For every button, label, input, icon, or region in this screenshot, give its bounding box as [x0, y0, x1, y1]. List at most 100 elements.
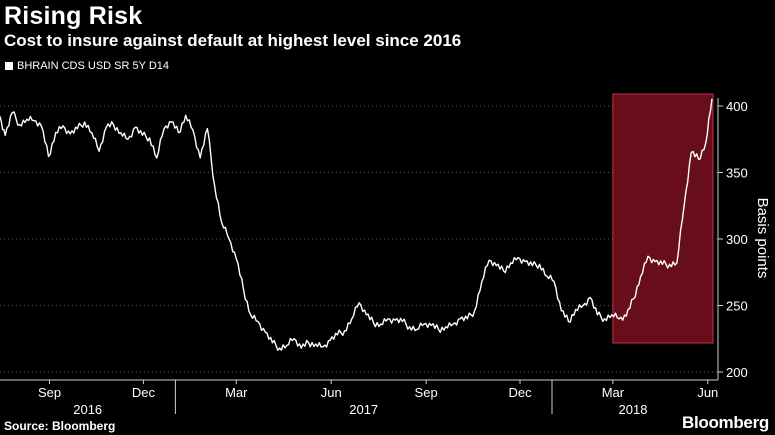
- x-tick-label: Dec: [508, 385, 532, 400]
- data-point: [62, 125, 64, 127]
- data-point: [344, 330, 346, 332]
- data-point: [156, 157, 158, 159]
- data-point: [632, 298, 635, 300]
- data-point: [329, 339, 331, 341]
- data-point: [546, 275, 548, 277]
- data-point: [466, 318, 468, 320]
- data-point: [221, 222, 223, 224]
- x-tick-label: Sep: [415, 385, 438, 400]
- data-point: [0, 116, 1, 118]
- data-point: [91, 132, 93, 134]
- data-point: [387, 318, 389, 320]
- data-point: [293, 338, 295, 340]
- data-point: [567, 320, 570, 323]
- data-point: [141, 134, 143, 136]
- legend: BHRAIN CDS USD SR 5Y D14: [5, 60, 169, 72]
- data-point: [618, 318, 620, 320]
- x-tick-label: Mar: [225, 385, 248, 400]
- legend-swatch: [5, 62, 13, 70]
- data-point: [4, 134, 6, 136]
- data-point: [611, 314, 613, 316]
- data-point: [437, 328, 440, 330]
- data-point: [105, 126, 107, 128]
- y-axis-label: Basis points: [754, 198, 771, 279]
- data-point: [445, 326, 447, 328]
- data-point: [286, 344, 288, 346]
- data-point: [690, 151, 692, 154]
- data-point: [625, 315, 627, 317]
- data-point: [409, 326, 411, 328]
- data-point: [228, 238, 230, 240]
- data-point: [697, 158, 700, 160]
- data-point: [430, 324, 432, 326]
- data-point: [711, 98, 713, 100]
- x-tick-label: Dec: [132, 385, 156, 400]
- data-point: [553, 281, 555, 283]
- y-tick-label: 200: [726, 365, 748, 380]
- data-point: [250, 314, 252, 316]
- data-point: [257, 320, 259, 323]
- data-point: [539, 263, 541, 265]
- x-tick-label: Jun: [697, 385, 718, 400]
- x-year-label: 2016: [73, 402, 102, 417]
- data-point: [372, 322, 375, 324]
- data-point: [481, 281, 483, 283]
- data-point: [365, 314, 367, 316]
- highlight-region: [612, 93, 714, 344]
- data-point: [640, 275, 642, 277]
- data-point: [474, 310, 476, 312]
- data-point: [214, 185, 216, 187]
- data-point: [669, 263, 671, 265]
- legend-label: BHRAIN CDS USD SR 5Y D14: [17, 60, 170, 72]
- data-point: [531, 265, 534, 267]
- data-point: [163, 128, 165, 130]
- bloomberg-logo: Bloomberg: [681, 413, 769, 432]
- data-point: [47, 155, 50, 158]
- chart-title: Rising Risk: [4, 2, 143, 30]
- data-point: [120, 132, 122, 134]
- data-point: [112, 124, 115, 126]
- data-point: [33, 120, 35, 122]
- data-point: [676, 262, 678, 264]
- data-point: [177, 132, 180, 134]
- data-point: [76, 128, 78, 130]
- data-point: [98, 150, 100, 152]
- data-point: [19, 124, 21, 126]
- y-tick-label: 250: [726, 299, 748, 314]
- data-point: [416, 328, 418, 330]
- data-point: [351, 318, 353, 320]
- y-tick-label: 300: [726, 232, 748, 247]
- data-point: [394, 319, 396, 321]
- data-point: [560, 310, 562, 312]
- data-point: [307, 342, 310, 344]
- data-point: [11, 112, 13, 114]
- data-point: [654, 261, 656, 263]
- data-point: [510, 262, 512, 264]
- data-point: [647, 255, 649, 257]
- data-point: [242, 288, 245, 291]
- data-point: [589, 296, 591, 299]
- data-point: [279, 347, 281, 349]
- data-point: [149, 137, 151, 139]
- data-point: [358, 302, 360, 304]
- highlight-box: [612, 93, 714, 344]
- data-point: [322, 346, 324, 348]
- data-point: [264, 331, 266, 333]
- data-point: [459, 318, 461, 320]
- data-point: [423, 323, 425, 325]
- data-point: [683, 205, 685, 207]
- data-point: [134, 126, 136, 128]
- data-point: [336, 334, 338, 336]
- data-point: [40, 125, 42, 127]
- data-point: [300, 347, 302, 349]
- data-point: [488, 259, 490, 261]
- data-point: [705, 142, 707, 144]
- grid: [0, 105, 718, 373]
- y-tick-label: 400: [726, 99, 748, 114]
- data-point: [502, 270, 505, 272]
- data-point: [401, 320, 403, 323]
- source-note: Source: Bloomberg: [4, 419, 116, 433]
- data-point: [604, 318, 606, 320]
- data-point: [596, 314, 599, 316]
- data-point: [582, 304, 584, 307]
